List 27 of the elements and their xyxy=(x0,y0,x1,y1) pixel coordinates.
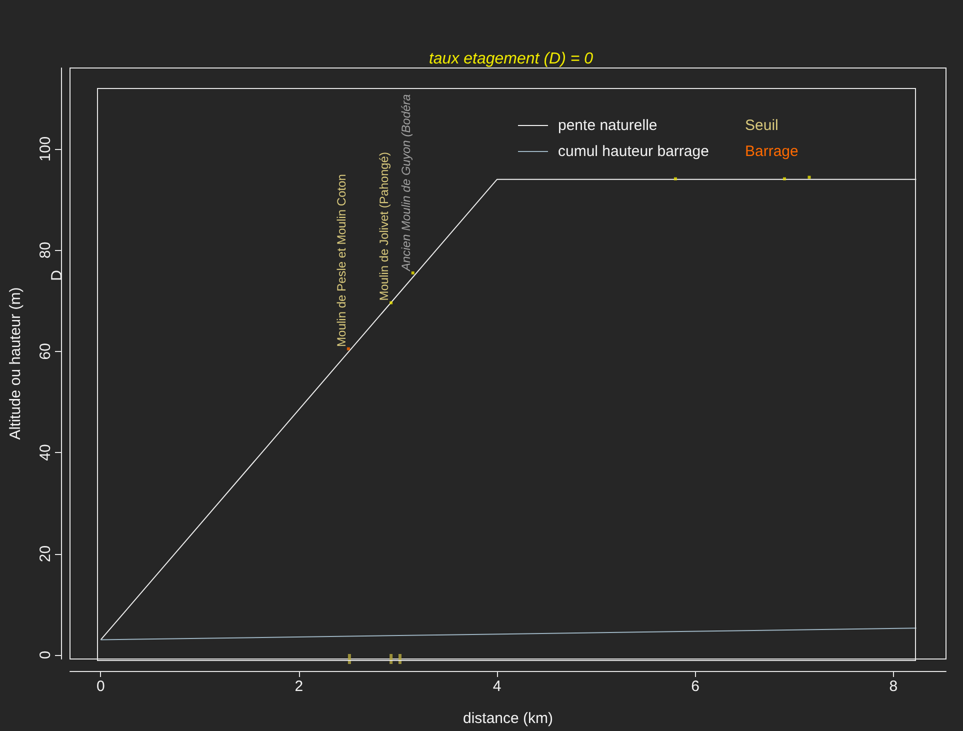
point xyxy=(808,176,811,179)
y-axis-title: Altitude ou hauteur (m) xyxy=(7,287,24,440)
point xyxy=(674,177,677,180)
legend-label: cumul hauteur barrage xyxy=(558,143,709,160)
annotation: Moulin de Pesle et Moulin Coton xyxy=(334,174,348,347)
text: Barrage xyxy=(745,143,798,160)
x-tick-label: 4 xyxy=(492,678,502,695)
legend-label: pente naturelle xyxy=(558,117,658,134)
x-tick-label: 0 xyxy=(96,678,105,695)
y-tick-label: 20 xyxy=(37,545,54,562)
y-tick-label: 80 xyxy=(37,242,54,258)
y-tick-label: 60 xyxy=(37,343,54,360)
y-tick-label: 40 xyxy=(37,444,54,461)
annotation: Ancien Moulin de Guyon (Bodéra xyxy=(398,94,413,272)
point xyxy=(346,347,350,350)
annotation: Moulin de Jolivet (Pahongé) xyxy=(377,152,392,301)
y-tick-label: 0 xyxy=(37,650,54,660)
x-tick-label: 8 xyxy=(889,678,898,695)
x-axis-title: distance (km) xyxy=(462,710,554,727)
point xyxy=(390,301,393,304)
x-tick-label: 2 xyxy=(294,678,304,695)
point xyxy=(411,271,414,274)
x-tick-label: 6 xyxy=(691,678,700,695)
chart-title: taux etagement (D) = 0 xyxy=(428,50,594,68)
y-tick-label: 100 xyxy=(37,136,54,162)
text: Seuil xyxy=(745,117,778,134)
point xyxy=(782,177,786,180)
